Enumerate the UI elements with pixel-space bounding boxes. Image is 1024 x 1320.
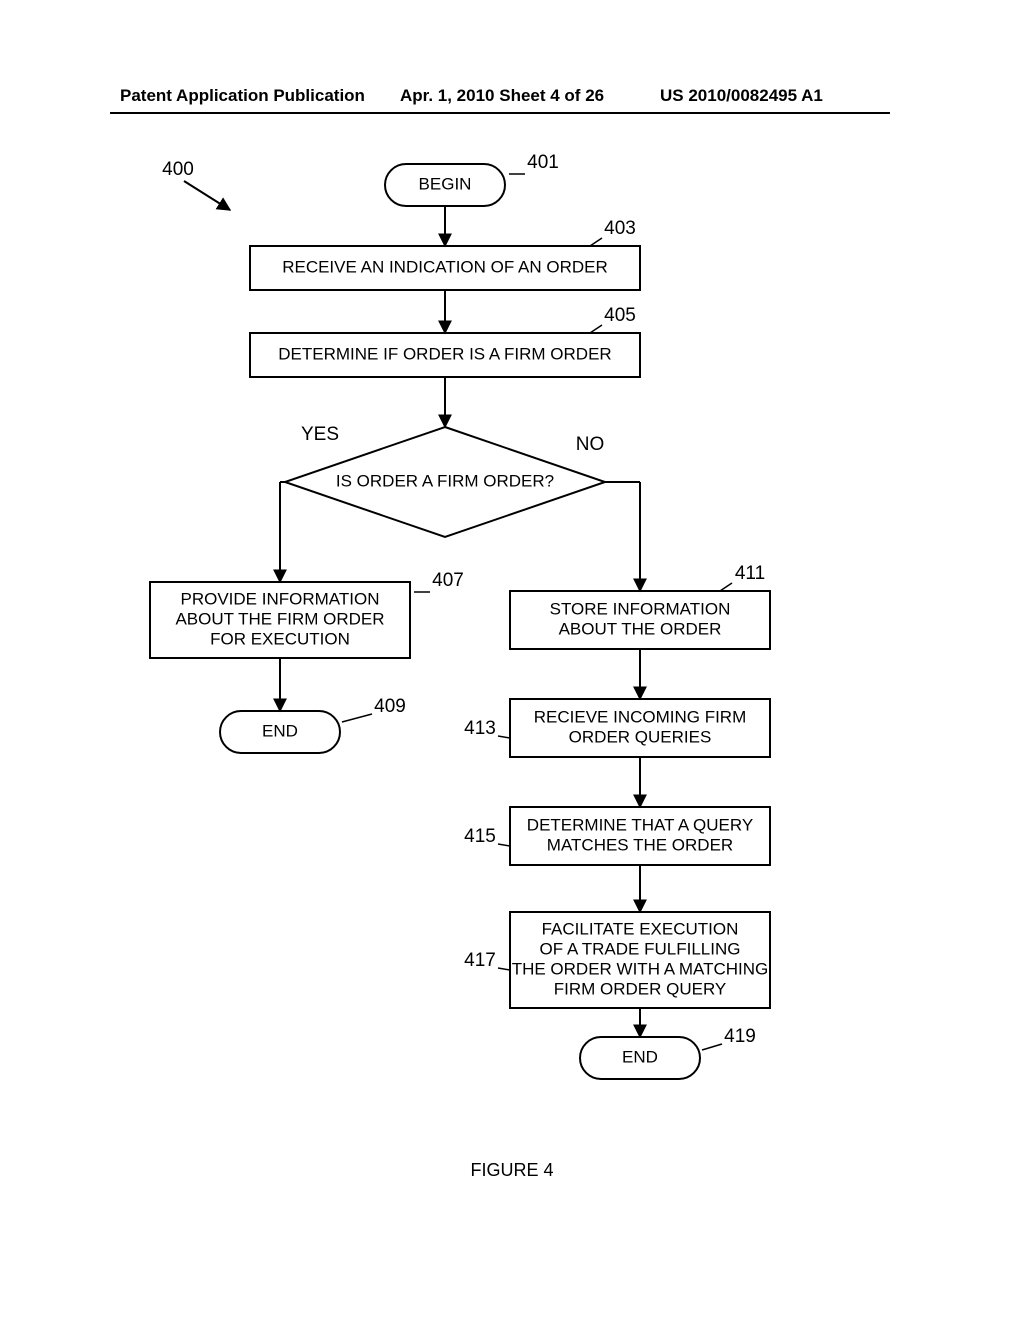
- svg-text:RECEIVE AN INDICATION OF AN OR: RECEIVE AN INDICATION OF AN ORDER: [282, 257, 608, 276]
- svg-text:STORE INFORMATION: STORE INFORMATION: [550, 599, 731, 618]
- svg-text:BEGIN: BEGIN: [419, 174, 472, 193]
- svg-text:FACILITATE EXECUTION: FACILITATE EXECUTION: [542, 919, 739, 938]
- svg-text:417: 417: [464, 950, 496, 971]
- svg-text:ORDER QUERIES: ORDER QUERIES: [569, 727, 712, 746]
- svg-text:MATCHES THE ORDER: MATCHES THE ORDER: [547, 835, 733, 854]
- svg-text:400: 400: [162, 159, 194, 180]
- svg-text:END: END: [622, 1047, 658, 1066]
- svg-text:ABOUT THE ORDER: ABOUT THE ORDER: [559, 619, 722, 638]
- svg-text:ABOUT THE FIRM ORDER: ABOUT THE FIRM ORDER: [175, 609, 384, 628]
- svg-text:NO: NO: [576, 434, 605, 455]
- svg-text:409: 409: [374, 696, 406, 717]
- svg-text:DETERMINE THAT A QUERY: DETERMINE THAT A QUERY: [527, 815, 753, 834]
- svg-text:FOR EXECUTION: FOR EXECUTION: [210, 629, 350, 648]
- svg-text:403: 403: [604, 218, 636, 239]
- svg-text:OF A TRADE FULFILLING: OF A TRADE FULFILLING: [540, 939, 741, 958]
- svg-text:FIRM ORDER QUERY: FIRM ORDER QUERY: [554, 979, 727, 998]
- svg-text:413: 413: [464, 718, 496, 739]
- svg-text:411: 411: [735, 563, 765, 584]
- svg-text:END: END: [262, 721, 298, 740]
- svg-text:401: 401: [527, 152, 559, 173]
- svg-text:407: 407: [432, 570, 464, 591]
- svg-text:IS ORDER A FIRM ORDER?: IS ORDER A FIRM ORDER?: [336, 471, 554, 490]
- svg-text:405: 405: [604, 305, 636, 326]
- svg-text:415: 415: [464, 826, 496, 847]
- svg-text:RECIEVE INCOMING FIRM: RECIEVE INCOMING FIRM: [534, 707, 747, 726]
- svg-text:THE ORDER WITH A MATCHING: THE ORDER WITH A MATCHING: [512, 959, 769, 978]
- svg-text:DETERMINE IF ORDER IS A FIRM O: DETERMINE IF ORDER IS A FIRM ORDER: [278, 344, 611, 363]
- page: Patent Application Publication Apr. 1, 2…: [0, 0, 1024, 1320]
- svg-text:419: 419: [724, 1026, 756, 1047]
- svg-text:PROVIDE INFORMATION: PROVIDE INFORMATION: [181, 589, 380, 608]
- svg-text:YES: YES: [301, 424, 339, 445]
- flowchart: BEGIN 401 RECEIVE AN INDICATION OF AN ORDE…: [0, 0, 1024, 1320]
- figure-caption: FIGURE 4: [0, 1160, 1024, 1181]
